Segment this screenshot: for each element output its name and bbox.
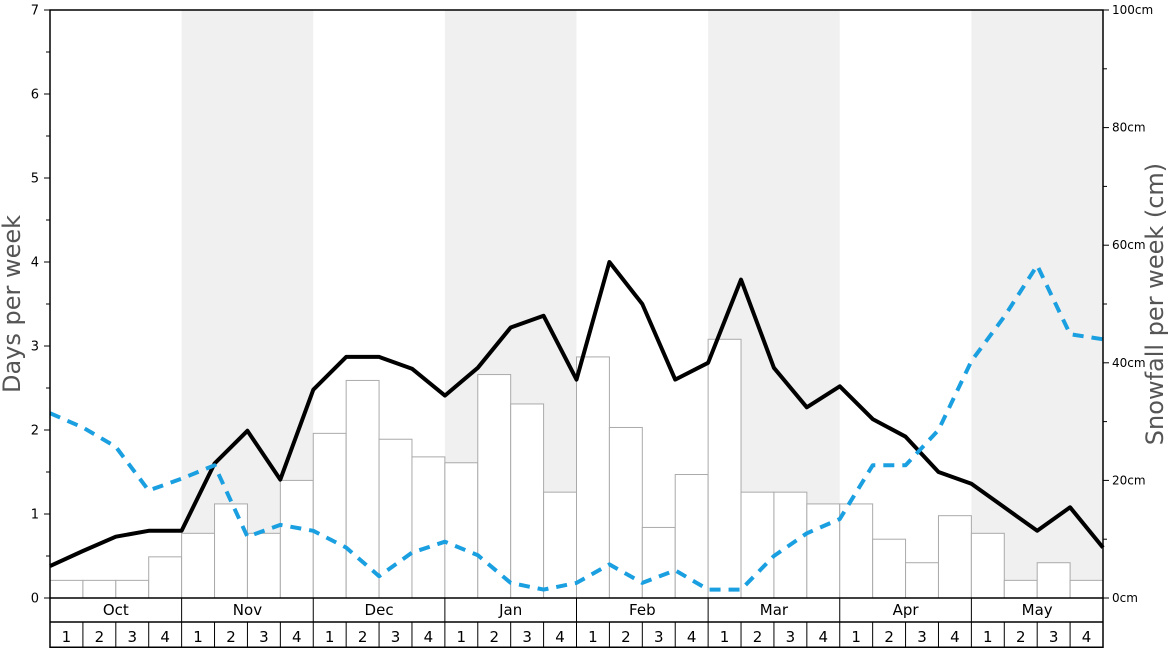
week-label: 3: [127, 628, 137, 646]
month-label-may: May: [1022, 601, 1053, 619]
snowfall-bar: [707, 338, 742, 599]
week-label: 3: [391, 628, 401, 646]
left-axis-title: Days per week: [0, 215, 26, 393]
left-tick-label: 7: [31, 4, 39, 19]
snowfall-bar: [411, 456, 446, 599]
snowfall-bar: [477, 374, 512, 599]
left-tick-label: 1: [31, 508, 39, 523]
week-label: 3: [917, 628, 927, 646]
week-label: 2: [489, 628, 499, 646]
month-label-oct: Oct: [103, 601, 129, 619]
snowfall-bar: [115, 579, 150, 599]
month-label-mar: Mar: [760, 601, 789, 619]
week-label: 4: [819, 628, 829, 646]
right-tick-label: 0cm: [1112, 591, 1138, 605]
week-label: 4: [950, 628, 960, 646]
week-label: 4: [424, 628, 434, 646]
week-label: 1: [62, 628, 72, 646]
snowfall-bar: [345, 379, 380, 599]
snowfall-bar: [378, 438, 413, 599]
right-axis-title: Snowfall per week (cm): [1141, 163, 1168, 445]
snowfall-bar: [641, 526, 676, 599]
snowfall-bar: [1069, 579, 1104, 599]
snowfall-bar: [905, 562, 939, 599]
week-label: 1: [720, 628, 730, 646]
left-tick-label: 3: [31, 340, 39, 355]
week-label: 3: [654, 628, 664, 646]
week-label: 1: [588, 628, 598, 646]
snowfall-bar: [444, 462, 479, 599]
week-label: 4: [687, 628, 697, 646]
week-label: 2: [95, 628, 105, 646]
week-label: 4: [292, 628, 302, 646]
left-tick-label: 2: [31, 424, 39, 439]
week-label: 1: [983, 628, 993, 646]
snowfall-bar: [82, 579, 117, 599]
snowfall-bar: [214, 503, 248, 599]
week-label: 3: [786, 628, 796, 646]
right-tick-label: 60cm: [1112, 238, 1146, 252]
right-tick-label: 40cm: [1112, 356, 1146, 370]
week-label: 1: [851, 628, 861, 646]
month-label-nov: Nov: [233, 601, 262, 619]
month-label-jan: Jan: [498, 601, 522, 619]
week-label: 2: [621, 628, 631, 646]
week-label: 3: [1049, 628, 1059, 646]
week-label: 2: [753, 628, 763, 646]
week-label: 4: [555, 628, 565, 646]
left-tick-label: 6: [31, 88, 39, 103]
week-label: 1: [325, 628, 335, 646]
week-label: 4: [160, 628, 170, 646]
snowfall-bar: [510, 403, 545, 599]
snowfall-bar: [148, 556, 183, 599]
dashed-series-line: [49, 263, 1104, 592]
snowfall-bar: [806, 503, 841, 599]
week-label: 3: [259, 628, 269, 646]
week-label: 2: [226, 628, 236, 646]
month-band-may: [971, 10, 1103, 598]
left-tick-label: 5: [31, 172, 39, 187]
month-label-dec: Dec: [365, 601, 394, 619]
right-tick-label: 100cm: [1112, 3, 1153, 17]
left-tick-label: 0: [31, 592, 39, 607]
month-label-apr: Apr: [893, 601, 920, 619]
right-tick-label: 80cm: [1112, 121, 1146, 135]
week-label: 4: [1082, 628, 1092, 646]
snowfall-bar: [181, 532, 216, 599]
left-tick-label: 4: [31, 256, 39, 271]
week-label: 2: [358, 628, 368, 646]
snowfall-bar: [1036, 562, 1071, 599]
month-label-feb: Feb: [629, 601, 656, 619]
week-label: 2: [1016, 628, 1026, 646]
week-label: 1: [193, 628, 203, 646]
solid-series-line: [49, 260, 1105, 568]
snowfall-bar: [576, 356, 610, 599]
snowfall-bar: [246, 532, 281, 599]
snowfall-bar: [839, 503, 874, 599]
snowfall-bar: [543, 491, 577, 599]
snowfall-bar: [937, 515, 972, 599]
snowfall-bar: [970, 532, 1005, 599]
week-label: 3: [522, 628, 532, 646]
week-label: 2: [884, 628, 894, 646]
snowfall-bar: [674, 474, 709, 599]
snowfall-bar: [1003, 579, 1038, 599]
week-label: 1: [457, 628, 467, 646]
snowfall-bar: [279, 479, 314, 599]
right-tick-label: 20cm: [1112, 473, 1146, 487]
snowfall-bar: [872, 538, 907, 599]
snowfall-bar: [49, 579, 84, 599]
snowfall-bar: [312, 432, 347, 599]
